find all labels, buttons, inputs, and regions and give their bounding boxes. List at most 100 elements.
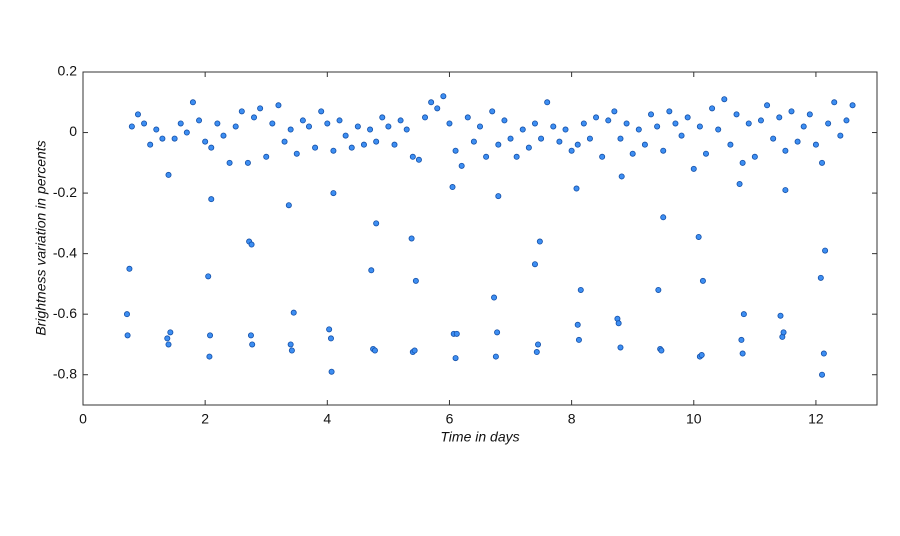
data-point — [544, 99, 551, 106]
data-point — [837, 132, 844, 139]
data-point — [666, 108, 673, 115]
data-point — [249, 341, 256, 348]
data-point — [573, 185, 580, 192]
data-point — [330, 190, 337, 197]
data-point — [672, 120, 679, 127]
data-point — [446, 120, 453, 127]
data-point — [611, 108, 618, 115]
data-point — [360, 141, 367, 148]
data-point — [287, 341, 294, 348]
data-point — [281, 138, 288, 145]
data-point — [776, 114, 783, 121]
data-point — [123, 311, 130, 318]
x-tick-label: 12 — [808, 411, 824, 427]
data-point — [368, 267, 375, 274]
data-point — [617, 344, 624, 351]
data-point — [586, 135, 593, 142]
data-point — [501, 117, 508, 124]
data-point — [165, 171, 172, 178]
data-point — [660, 147, 667, 154]
data-point — [305, 123, 312, 130]
data-point — [134, 111, 141, 118]
x-tick-label: 0 — [79, 411, 87, 427]
x-tick-label: 6 — [446, 411, 454, 427]
y-tick-label: -0.2 — [53, 184, 77, 200]
data-point — [757, 117, 764, 124]
data-point — [327, 335, 334, 342]
data-point — [428, 99, 435, 106]
data-point — [263, 153, 270, 160]
data-point — [257, 105, 264, 112]
data-point — [288, 347, 295, 354]
data-point — [391, 141, 398, 148]
data-point — [825, 120, 832, 127]
data-point — [128, 123, 135, 130]
data-point — [167, 329, 174, 336]
data-point — [373, 138, 380, 145]
data-point — [806, 111, 813, 118]
data-point — [483, 153, 490, 160]
data-point — [849, 102, 856, 109]
data-point — [251, 114, 258, 121]
data-point — [403, 126, 410, 133]
data-point — [290, 309, 297, 316]
data-point — [214, 120, 221, 127]
data-point — [727, 141, 734, 148]
data-point — [385, 123, 392, 130]
data-point — [434, 105, 441, 112]
data-point — [495, 193, 502, 200]
data-point — [379, 114, 386, 121]
data-point — [275, 102, 282, 109]
data-point — [654, 123, 661, 130]
data-point — [373, 220, 380, 227]
data-point — [124, 332, 131, 339]
data-point — [408, 235, 415, 242]
data-point — [617, 135, 624, 142]
data-point — [491, 294, 498, 301]
data-point — [820, 350, 827, 357]
data-point — [232, 123, 239, 130]
data-point — [655, 286, 662, 293]
data-point — [464, 114, 471, 121]
data-point — [531, 261, 538, 268]
data-point — [574, 321, 581, 328]
data-point — [183, 129, 190, 136]
data-point — [397, 117, 404, 124]
data-point — [159, 135, 166, 142]
data-point — [764, 102, 771, 109]
data-point — [141, 120, 148, 127]
plot-frame — [82, 71, 878, 406]
data-point — [494, 329, 501, 336]
data-point — [562, 126, 569, 133]
data-point — [831, 99, 838, 106]
data-point — [126, 265, 133, 272]
data-point — [336, 117, 343, 124]
data-point — [342, 132, 349, 139]
x-axis-label: Time in days — [440, 429, 519, 445]
data-point — [354, 123, 361, 130]
data-point — [678, 132, 685, 139]
data-point — [330, 147, 337, 154]
data-point — [171, 135, 178, 142]
data-point — [782, 147, 789, 154]
data-point — [800, 123, 807, 130]
data-point — [220, 132, 227, 139]
data-point — [348, 144, 355, 151]
data-point — [739, 350, 746, 357]
data-point — [476, 123, 483, 130]
data-point — [412, 277, 419, 284]
data-point — [147, 141, 154, 148]
data-point — [153, 126, 160, 133]
data-point — [770, 135, 777, 142]
data-point — [738, 336, 745, 343]
data-point — [780, 329, 787, 336]
data-point — [458, 162, 465, 169]
data-point — [751, 153, 758, 160]
data-point — [226, 159, 233, 166]
data-point — [248, 241, 255, 248]
data-point — [164, 335, 171, 342]
y-tick-label: -0.4 — [53, 244, 77, 260]
data-point — [312, 144, 319, 151]
data-point — [819, 159, 826, 166]
